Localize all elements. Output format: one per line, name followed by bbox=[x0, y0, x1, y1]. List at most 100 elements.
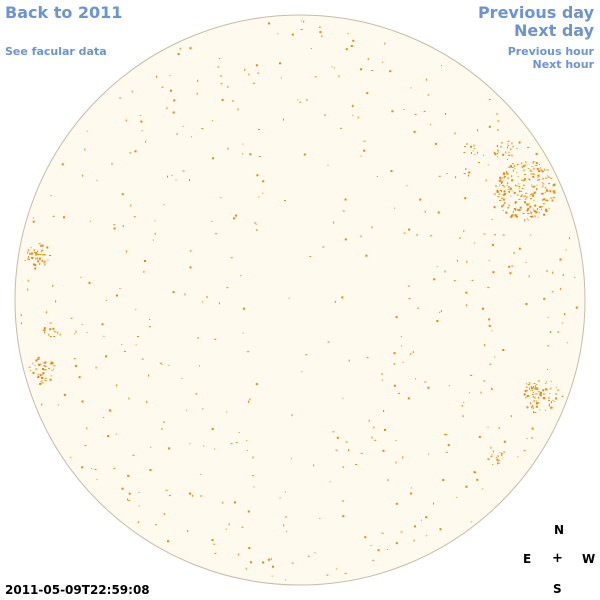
facula-point bbox=[550, 190, 552, 193]
facula-point bbox=[488, 318, 491, 321]
facula-point bbox=[238, 432, 240, 433]
facula-point bbox=[555, 386, 557, 388]
facula-point bbox=[50, 361, 53, 364]
facula-point bbox=[524, 198, 527, 200]
facula-point bbox=[107, 435, 110, 438]
facula-point bbox=[562, 274, 564, 276]
facula-point bbox=[493, 151, 495, 153]
facula-point bbox=[31, 257, 34, 259]
facula-point bbox=[530, 234, 532, 236]
facula-point bbox=[218, 302, 220, 305]
back-to-year-link[interactable]: Back to 2011 bbox=[5, 3, 123, 22]
facula-point bbox=[524, 201, 526, 204]
facula-point bbox=[497, 151, 499, 153]
facula-point bbox=[548, 405, 550, 407]
facula-point bbox=[393, 384, 396, 387]
facula-point bbox=[463, 152, 466, 154]
facula-point bbox=[532, 175, 535, 178]
previous-day-link[interactable]: Previous day bbox=[477, 3, 594, 22]
facula-point bbox=[179, 47, 181, 50]
facula-point bbox=[533, 168, 535, 170]
facula-point bbox=[283, 524, 285, 527]
facula-point bbox=[170, 89, 172, 92]
facula-point bbox=[214, 338, 217, 340]
facula-point bbox=[52, 327, 55, 330]
facula-point bbox=[463, 173, 466, 175]
next-day-link[interactable]: Next day bbox=[514, 21, 594, 40]
facula-point bbox=[290, 458, 292, 460]
facula-point bbox=[541, 208, 542, 210]
facula-point bbox=[525, 261, 527, 263]
facula-point bbox=[566, 342, 568, 344]
facula-point bbox=[496, 191, 498, 193]
facula-point bbox=[527, 168, 529, 169]
facula-point bbox=[351, 105, 353, 108]
facula-point bbox=[38, 257, 41, 260]
facula-point bbox=[248, 547, 251, 549]
facula-point bbox=[434, 142, 437, 145]
facula-point bbox=[103, 417, 105, 418]
facula-point bbox=[470, 152, 472, 154]
facula-point bbox=[42, 362, 44, 364]
facula-point bbox=[415, 378, 416, 380]
facula-point bbox=[531, 406, 533, 409]
next-hour-link[interactable]: Next hour bbox=[532, 58, 595, 71]
facula-point bbox=[521, 166, 523, 169]
see-facular-data-link[interactable]: See facular data bbox=[5, 45, 107, 58]
facula-point bbox=[550, 331, 551, 333]
facula-point bbox=[161, 427, 163, 430]
facula-point bbox=[461, 404, 463, 407]
facula-point bbox=[256, 174, 259, 177]
facula-point bbox=[490, 455, 493, 457]
facula-point bbox=[525, 192, 528, 194]
facula-point bbox=[80, 276, 82, 278]
facula-point bbox=[149, 319, 151, 320]
facula-point bbox=[169, 75, 171, 77]
facula-point bbox=[522, 212, 525, 214]
facula-point bbox=[168, 495, 171, 497]
facula-point bbox=[390, 170, 393, 173]
facula-point bbox=[488, 125, 491, 128]
facula-point bbox=[51, 370, 53, 372]
facula-point bbox=[537, 177, 539, 179]
facula-point bbox=[521, 188, 524, 190]
facula-point bbox=[476, 151, 478, 154]
facula-point bbox=[488, 99, 491, 101]
facula-point bbox=[455, 176, 457, 179]
facula-point bbox=[532, 215, 534, 218]
facula-point bbox=[35, 252, 38, 255]
facula-point bbox=[176, 133, 178, 136]
facula-point bbox=[499, 460, 500, 462]
facula-point bbox=[237, 108, 239, 111]
facula-point bbox=[555, 393, 558, 395]
facula-point bbox=[550, 406, 553, 409]
facula-point bbox=[57, 332, 58, 334]
facula-point bbox=[32, 220, 35, 223]
facula-point bbox=[419, 198, 422, 201]
facula-point bbox=[45, 261, 47, 263]
facula-point bbox=[55, 300, 57, 303]
facula-point bbox=[242, 143, 244, 145]
facular-features bbox=[20, 20, 578, 581]
facula-point bbox=[50, 194, 52, 196]
facula-point bbox=[537, 391, 540, 393]
facula-point bbox=[433, 278, 436, 281]
facula-point bbox=[247, 510, 250, 513]
facula-point bbox=[525, 386, 528, 388]
facula-point bbox=[533, 208, 535, 210]
facula-point bbox=[502, 349, 505, 351]
facula-point bbox=[500, 177, 501, 179]
previous-hour-link[interactable]: Previous hour bbox=[507, 45, 594, 58]
facula-point bbox=[105, 355, 107, 358]
facula-point bbox=[524, 178, 527, 180]
facula-point bbox=[504, 202, 506, 204]
facula-point bbox=[499, 190, 502, 191]
facula-point bbox=[84, 148, 86, 151]
facula-point bbox=[319, 517, 321, 519]
facula-point bbox=[40, 260, 42, 262]
facula-point bbox=[37, 377, 39, 379]
facula-point bbox=[502, 153, 505, 156]
facula-point bbox=[27, 258, 30, 260]
facula-point bbox=[511, 265, 514, 267]
facula-point bbox=[335, 568, 337, 570]
